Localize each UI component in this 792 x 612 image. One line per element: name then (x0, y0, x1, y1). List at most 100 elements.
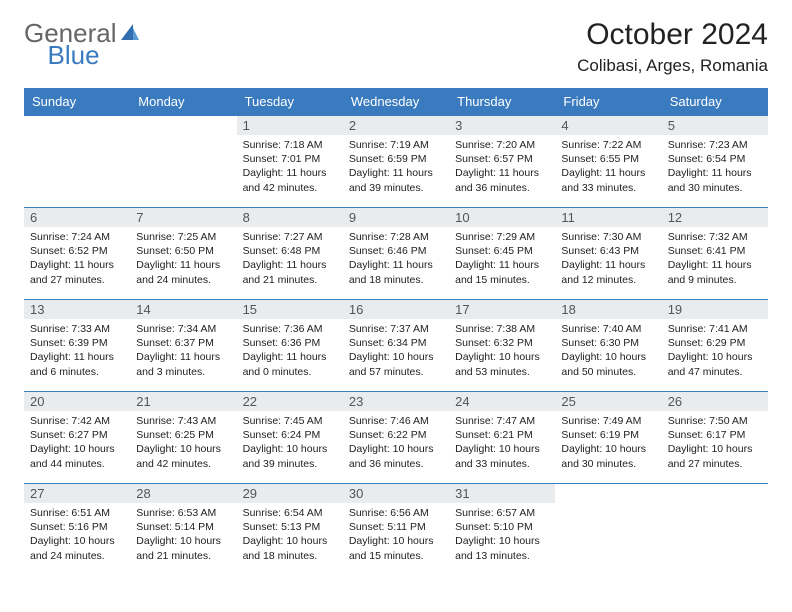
daylight-text-1: Daylight: 10 hours (30, 534, 124, 548)
sunrise-text: Sunrise: 7:50 AM (668, 414, 762, 428)
day-number: 14 (130, 300, 236, 319)
day-content: Sunrise: 7:40 AMSunset: 6:30 PMDaylight:… (555, 319, 661, 383)
day-content: Sunrise: 6:51 AMSunset: 5:16 PMDaylight:… (24, 503, 130, 567)
sunset-text: Sunset: 5:13 PM (243, 520, 337, 534)
sunrise-text: Sunrise: 7:37 AM (349, 322, 443, 336)
daylight-text-2: and 44 minutes. (30, 457, 124, 471)
calendar-day-cell: 1Sunrise: 7:18 AMSunset: 7:01 PMDaylight… (237, 116, 343, 208)
sunset-text: Sunset: 6:34 PM (349, 336, 443, 350)
calendar-day-cell: 10Sunrise: 7:29 AMSunset: 6:45 PMDayligh… (449, 208, 555, 300)
weekday-header: Thursday (449, 88, 555, 116)
daylight-text-2: and 18 minutes. (243, 549, 337, 563)
daylight-text-2: and 24 minutes. (30, 549, 124, 563)
day-content: Sunrise: 7:28 AMSunset: 6:46 PMDaylight:… (343, 227, 449, 291)
day-number: 29 (237, 484, 343, 503)
daylight-text-1: Daylight: 10 hours (455, 442, 549, 456)
weekday-header: Friday (555, 88, 661, 116)
sunset-text: Sunset: 6:43 PM (561, 244, 655, 258)
day-content: Sunrise: 6:57 AMSunset: 5:10 PMDaylight:… (449, 503, 555, 567)
calendar-table: SundayMondayTuesdayWednesdayThursdayFrid… (24, 88, 768, 576)
day-number: 15 (237, 300, 343, 319)
day-content: Sunrise: 7:43 AMSunset: 6:25 PMDaylight:… (130, 411, 236, 475)
daylight-text-1: Daylight: 10 hours (561, 442, 655, 456)
day-number: 1 (237, 116, 343, 135)
sunset-text: Sunset: 6:36 PM (243, 336, 337, 350)
daylight-text-1: Daylight: 11 hours (243, 258, 337, 272)
sunrise-text: Sunrise: 6:56 AM (349, 506, 443, 520)
daylight-text-2: and 39 minutes. (349, 181, 443, 195)
weekday-header: Tuesday (237, 88, 343, 116)
sunset-text: Sunset: 6:21 PM (455, 428, 549, 442)
day-content: Sunrise: 7:36 AMSunset: 6:36 PMDaylight:… (237, 319, 343, 383)
daylight-text-2: and 50 minutes. (561, 365, 655, 379)
calendar-day-cell: 21Sunrise: 7:43 AMSunset: 6:25 PMDayligh… (130, 392, 236, 484)
day-content: Sunrise: 7:27 AMSunset: 6:48 PMDaylight:… (237, 227, 343, 291)
sunset-text: Sunset: 6:25 PM (136, 428, 230, 442)
sunset-text: Sunset: 6:19 PM (561, 428, 655, 442)
daylight-text-1: Daylight: 11 hours (668, 258, 762, 272)
sunset-text: Sunset: 6:55 PM (561, 152, 655, 166)
day-content: Sunrise: 7:29 AMSunset: 6:45 PMDaylight:… (449, 227, 555, 291)
sunrise-text: Sunrise: 7:47 AM (455, 414, 549, 428)
sunrise-text: Sunrise: 7:43 AM (136, 414, 230, 428)
daylight-text-2: and 12 minutes. (561, 273, 655, 287)
logo-text-blue: Blue (48, 40, 100, 71)
calendar-day-cell: 7Sunrise: 7:25 AMSunset: 6:50 PMDaylight… (130, 208, 236, 300)
calendar-week-row: 6Sunrise: 7:24 AMSunset: 6:52 PMDaylight… (24, 208, 768, 300)
daylight-text-1: Daylight: 10 hours (30, 442, 124, 456)
daylight-text-2: and 33 minutes. (561, 181, 655, 195)
daylight-text-1: Daylight: 10 hours (455, 350, 549, 364)
daylight-text-2: and 21 minutes. (243, 273, 337, 287)
daylight-text-2: and 15 minutes. (349, 549, 443, 563)
sunset-text: Sunset: 5:10 PM (455, 520, 549, 534)
day-content: Sunrise: 7:19 AMSunset: 6:59 PMDaylight:… (343, 135, 449, 199)
daylight-text-1: Daylight: 11 hours (668, 166, 762, 180)
calendar-day-cell: 28Sunrise: 6:53 AMSunset: 5:14 PMDayligh… (130, 484, 236, 576)
day-number: 13 (24, 300, 130, 319)
daylight-text-2: and 53 minutes. (455, 365, 549, 379)
day-number: 4 (555, 116, 661, 135)
day-content: Sunrise: 7:22 AMSunset: 6:55 PMDaylight:… (555, 135, 661, 199)
calendar-day-cell: 23Sunrise: 7:46 AMSunset: 6:22 PMDayligh… (343, 392, 449, 484)
daylight-text-1: Daylight: 11 hours (243, 350, 337, 364)
daylight-text-1: Daylight: 10 hours (349, 350, 443, 364)
daylight-text-2: and 42 minutes. (243, 181, 337, 195)
calendar-day-cell: 22Sunrise: 7:45 AMSunset: 6:24 PMDayligh… (237, 392, 343, 484)
sunrise-text: Sunrise: 7:29 AM (455, 230, 549, 244)
calendar-week-row: 27Sunrise: 6:51 AMSunset: 5:16 PMDayligh… (24, 484, 768, 576)
sunrise-text: Sunrise: 7:32 AM (668, 230, 762, 244)
sunset-text: Sunset: 6:30 PM (561, 336, 655, 350)
calendar-day-cell: 27Sunrise: 6:51 AMSunset: 5:16 PMDayligh… (24, 484, 130, 576)
calendar-day-cell: 2Sunrise: 7:19 AMSunset: 6:59 PMDaylight… (343, 116, 449, 208)
daylight-text-2: and 18 minutes. (349, 273, 443, 287)
sunset-text: Sunset: 5:14 PM (136, 520, 230, 534)
calendar-day-cell: 3Sunrise: 7:20 AMSunset: 6:57 PMDaylight… (449, 116, 555, 208)
day-number: 26 (662, 392, 768, 411)
sunrise-text: Sunrise: 7:34 AM (136, 322, 230, 336)
sunrise-text: Sunrise: 7:23 AM (668, 138, 762, 152)
day-number: 7 (130, 208, 236, 227)
sunset-text: Sunset: 7:01 PM (243, 152, 337, 166)
calendar-day-cell: 4Sunrise: 7:22 AMSunset: 6:55 PMDaylight… (555, 116, 661, 208)
day-content: Sunrise: 7:49 AMSunset: 6:19 PMDaylight:… (555, 411, 661, 475)
day-content: Sunrise: 7:41 AMSunset: 6:29 PMDaylight:… (662, 319, 768, 383)
calendar-week-row: 20Sunrise: 7:42 AMSunset: 6:27 PMDayligh… (24, 392, 768, 484)
day-content: Sunrise: 7:24 AMSunset: 6:52 PMDaylight:… (24, 227, 130, 291)
day-number: 19 (662, 300, 768, 319)
header: General Blue October 2024 Colibasi, Arge… (24, 18, 768, 76)
day-content: Sunrise: 7:45 AMSunset: 6:24 PMDaylight:… (237, 411, 343, 475)
day-content: Sunrise: 6:54 AMSunset: 5:13 PMDaylight:… (237, 503, 343, 567)
calendar-day-cell: 5Sunrise: 7:23 AMSunset: 6:54 PMDaylight… (662, 116, 768, 208)
daylight-text-1: Daylight: 11 hours (455, 166, 549, 180)
daylight-text-1: Daylight: 10 hours (136, 534, 230, 548)
sunrise-text: Sunrise: 7:24 AM (30, 230, 124, 244)
daylight-text-2: and 57 minutes. (349, 365, 443, 379)
day-content: Sunrise: 7:32 AMSunset: 6:41 PMDaylight:… (662, 227, 768, 291)
day-number: 22 (237, 392, 343, 411)
daylight-text-2: and 24 minutes. (136, 273, 230, 287)
daylight-text-1: Daylight: 11 hours (561, 166, 655, 180)
sunset-text: Sunset: 6:48 PM (243, 244, 337, 258)
daylight-text-2: and 47 minutes. (668, 365, 762, 379)
calendar-day-cell: 20Sunrise: 7:42 AMSunset: 6:27 PMDayligh… (24, 392, 130, 484)
sunrise-text: Sunrise: 7:28 AM (349, 230, 443, 244)
